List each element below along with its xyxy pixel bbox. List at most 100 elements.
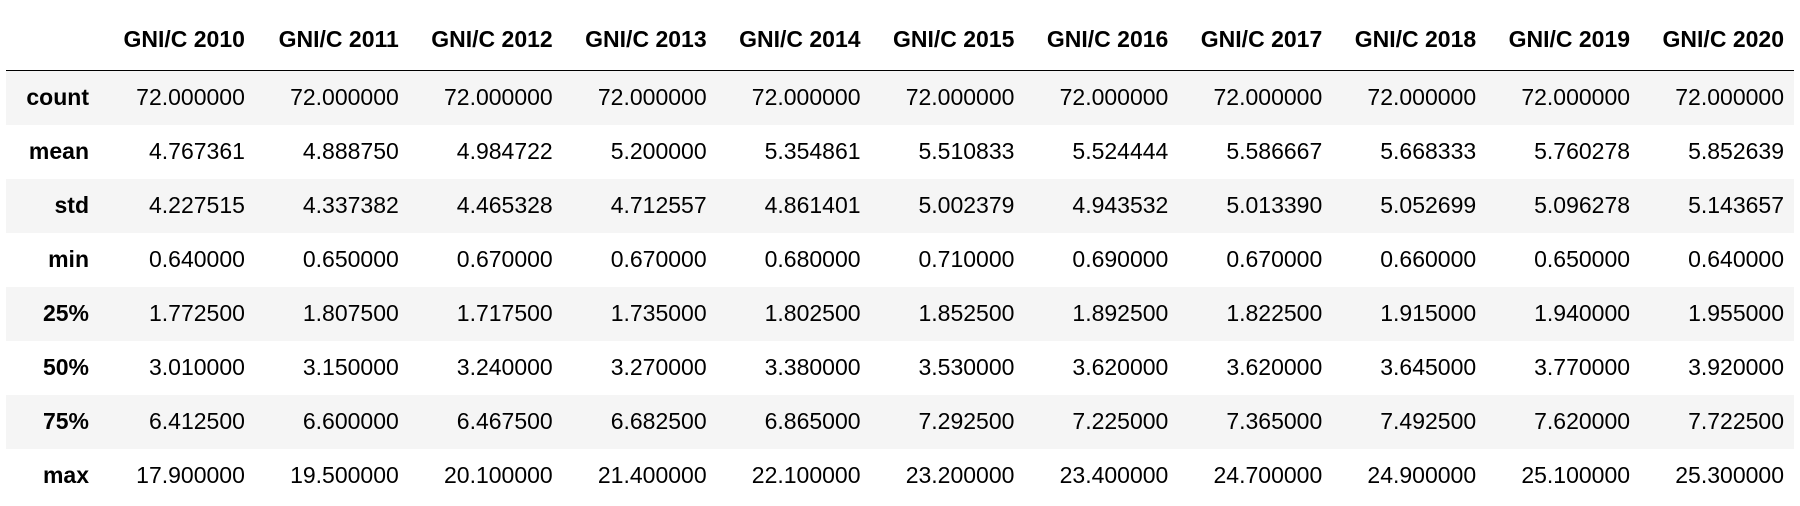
- column-header: GNI/C 2013: [562, 8, 717, 71]
- table-cell: 1.892500: [1072, 300, 1169, 326]
- table-cell: 0.650000: [302, 246, 399, 272]
- dataframe-output: GNI/C 2010 GNI/C 2011 GNI/C 2012 GNI/C 2013…: [6, 8, 1794, 503]
- table-cell: 4.984722: [456, 138, 553, 164]
- table-cell: 5.852639: [1688, 138, 1784, 164]
- table-cell: 6.682500: [610, 408, 707, 434]
- table-cell: 72.000000: [1675, 84, 1784, 111]
- table-cell: 5.760278: [1534, 138, 1631, 164]
- table-cell: 3.010000: [148, 354, 245, 380]
- table-cell: 1.807500: [302, 300, 399, 326]
- table-row: min 0.640000 0.650000 0.670000 0.670000 0.680…: [6, 232, 1794, 287]
- table-cell: 72.000000: [1059, 84, 1169, 111]
- table-cell: 20.100000: [443, 462, 553, 488]
- table-cell: 3.620000: [1226, 354, 1323, 380]
- table-cell: 1.822500: [1226, 300, 1323, 326]
- table-cell: 3.270000: [610, 354, 707, 380]
- table-cell: 6.412500: [148, 408, 245, 434]
- table-cell: 6.467500: [456, 408, 553, 434]
- table-cell: 1.852500: [918, 300, 1015, 326]
- table-cell: 0.670000: [610, 246, 707, 272]
- row-label: 25%: [42, 300, 89, 326]
- table-cell: 72.000000: [1213, 84, 1323, 111]
- table-cell: 4.712557: [610, 192, 707, 218]
- row-label: 50%: [42, 354, 89, 380]
- table-cell: 19.500000: [290, 462, 399, 488]
- table-cell: 25.300000: [1675, 462, 1784, 488]
- table-cell: 21.400000: [597, 462, 707, 488]
- table-cell: 5.586667: [1226, 138, 1323, 164]
- table-cell: 24.700000: [1213, 462, 1323, 488]
- table-cell: 0.710000: [918, 246, 1015, 272]
- table-cell: 0.670000: [456, 246, 553, 272]
- table-cell: 1.915000: [1380, 300, 1477, 326]
- table-cell: 5.510833: [918, 138, 1015, 164]
- table-cell: 1.940000: [1534, 300, 1631, 326]
- table-cell: 7.365000: [1226, 408, 1323, 434]
- table-cell: 7.225000: [1072, 408, 1169, 434]
- table-cell: 6.600000: [302, 408, 399, 434]
- table-row: std 4.227515 4.337382 4.465328 4.712557 4.861…: [6, 178, 1794, 233]
- table-cell: 1.955000: [1688, 300, 1784, 326]
- table-cell: 1.735000: [610, 300, 707, 326]
- table-cell: 0.670000: [1226, 246, 1323, 272]
- table-cell: 72.000000: [136, 84, 245, 111]
- table-cell: 7.292500: [918, 408, 1015, 434]
- row-label: min: [48, 246, 89, 272]
- table-cell: 7.620000: [1534, 408, 1631, 434]
- table-cell: 72.000000: [290, 84, 399, 111]
- table-cell: 3.920000: [1688, 354, 1784, 380]
- table-cell: 22.100000: [751, 462, 861, 488]
- table-cell: 5.200000: [610, 138, 707, 164]
- column-header: GNI/C 2014: [716, 8, 871, 71]
- table-cell: 1.802500: [764, 300, 861, 326]
- table-row: 50% 3.010000 3.150000 3.240000 3.270000 3.380…: [6, 340, 1794, 395]
- table-cell: 5.013390: [1226, 192, 1323, 218]
- table-cell: 3.150000: [302, 354, 399, 380]
- table-cell: 7.722500: [1688, 408, 1784, 434]
- table-cell: 72.000000: [751, 84, 861, 111]
- table-header: GNI/C 2010 GNI/C 2011 GNI/C 2012 GNI/C 2013…: [6, 8, 1794, 71]
- table-cell: 4.861401: [764, 192, 861, 218]
- table-cell: 4.888750: [302, 138, 399, 164]
- table-cell: 1.717500: [456, 300, 553, 326]
- describe-table: GNI/C 2010 GNI/C 2011 GNI/C 2012 GNI/C 2013…: [6, 8, 1794, 503]
- table-cell: 23.400000: [1059, 462, 1169, 488]
- table-cell: 5.354861: [764, 138, 861, 164]
- table-cell: 4.337382: [302, 192, 399, 218]
- table-cell: 5.002379: [918, 192, 1015, 218]
- table-cell: 72.000000: [1521, 84, 1631, 111]
- column-header: GNI/C 2019: [1486, 8, 1641, 71]
- table-row: count 72.000000 72.000000 72.000000 72.00000…: [6, 70, 1794, 125]
- column-header: GNI/C 2016: [1024, 8, 1179, 71]
- column-header: GNI/C 2015: [870, 8, 1025, 71]
- table-cell: 0.680000: [764, 246, 861, 272]
- table-cell: 23.200000: [905, 462, 1015, 488]
- column-header: GNI/C 2017: [1178, 8, 1333, 71]
- table-cell: 25.100000: [1521, 462, 1631, 488]
- table-cell: 24.900000: [1367, 462, 1477, 488]
- table-cell: 0.640000: [1688, 246, 1784, 272]
- table-cell: 5.143657: [1688, 192, 1784, 218]
- table-row: max 17.900000 19.500000 20.100000 21.400000 2…: [6, 448, 1794, 503]
- column-header: GNI/C 2012: [408, 8, 563, 71]
- table-cell: 0.690000: [1072, 246, 1169, 272]
- index-header-cell: [6, 8, 101, 71]
- column-header: GNI/C 2010: [101, 8, 255, 71]
- table-cell: 7.492500: [1380, 408, 1477, 434]
- table-cell: 4.767361: [148, 138, 245, 164]
- table-row: mean 4.767361 4.888750 4.984722 5.200000 5.35…: [6, 124, 1794, 179]
- table-row: 75% 6.412500 6.600000 6.467500 6.682500 6.865…: [6, 394, 1794, 449]
- table-cell: 3.645000: [1380, 354, 1477, 380]
- header-row: GNI/C 2010 GNI/C 2011 GNI/C 2012 GNI/C 2013…: [6, 8, 1794, 71]
- table-cell: 3.620000: [1072, 354, 1169, 380]
- table-cell: 72.000000: [1367, 84, 1477, 111]
- column-header: GNI/C 2018: [1332, 8, 1487, 71]
- table-cell: 17.900000: [136, 462, 245, 488]
- table-cell: 3.530000: [918, 354, 1015, 380]
- table-cell: 4.465328: [456, 192, 553, 218]
- table-cell: 4.227515: [148, 192, 245, 218]
- table-cell: 1.772500: [148, 300, 245, 326]
- table-cell: 3.770000: [1534, 354, 1631, 380]
- table-cell: 5.052699: [1380, 192, 1477, 218]
- row-label: max: [42, 462, 89, 488]
